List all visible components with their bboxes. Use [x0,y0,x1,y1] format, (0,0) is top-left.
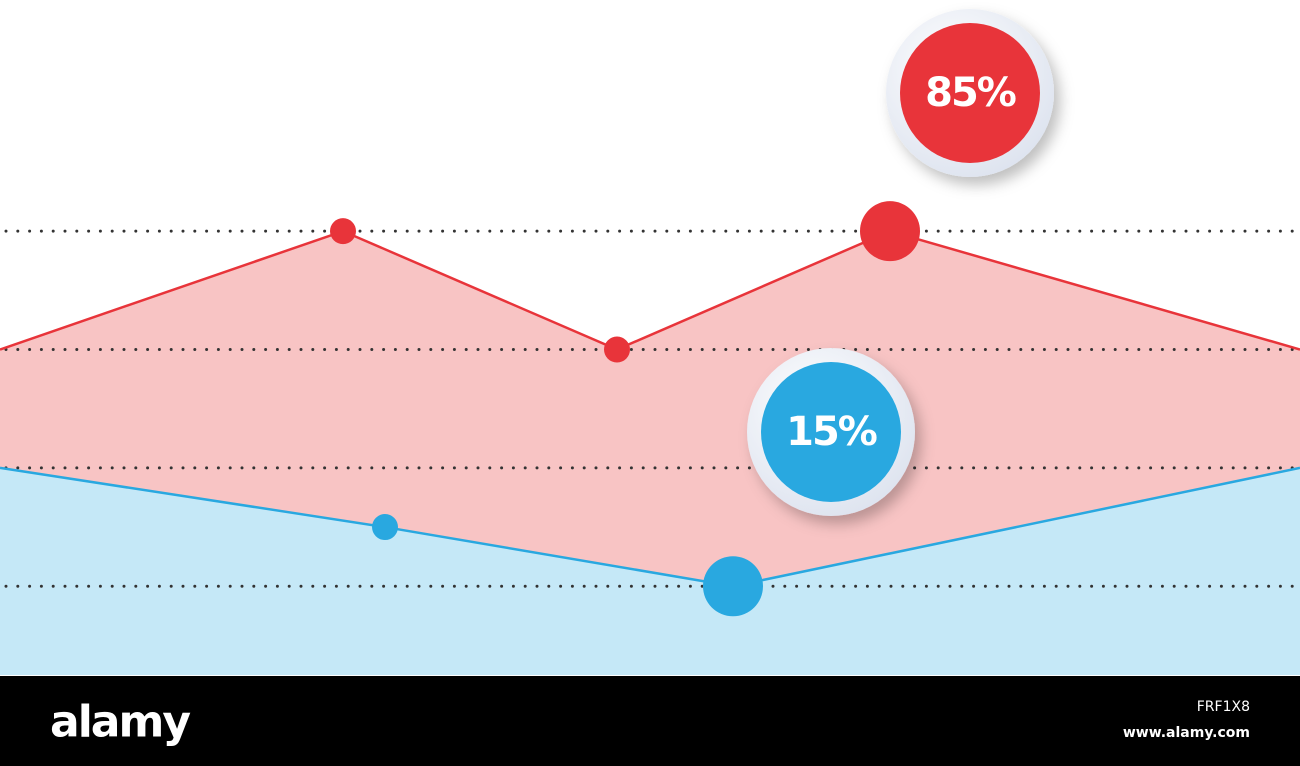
footer-logo: alamy [50,697,190,748]
footer-id: FRF1X8 [1197,699,1250,715]
footer-bar [0,676,1300,766]
point [604,336,630,363]
point [860,201,920,262]
badge [761,362,901,502]
point [330,218,356,245]
footer-url: www.alamy.com [1123,725,1250,741]
point [372,514,398,541]
area-fill [0,467,1300,675]
badge [900,23,1040,163]
line [0,466,1300,588]
badge-label: 15% [786,409,877,455]
badge-label: 85% [925,70,1016,116]
point [703,556,763,617]
